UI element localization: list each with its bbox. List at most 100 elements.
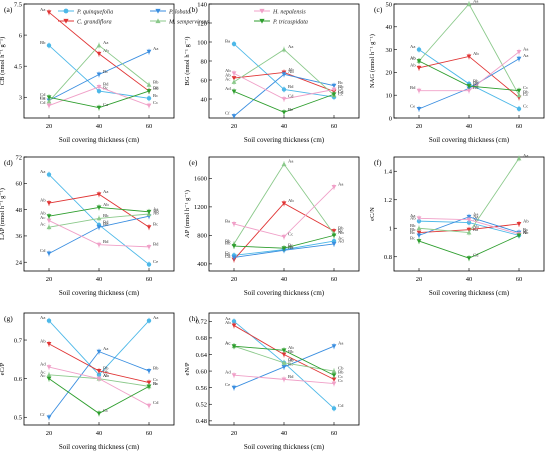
data-point (231, 385, 237, 391)
significance-label: Bb (153, 86, 159, 91)
x-axis-label: Soil covering thickness (cm) (244, 443, 325, 451)
x-tick-label: 60 (516, 123, 523, 130)
significance-label: Bd (288, 245, 294, 250)
significance-label: Bc (153, 381, 158, 386)
significance-label: Aa (410, 213, 415, 218)
significance-label: Bb (288, 357, 294, 362)
legend-marker (63, 8, 69, 14)
y-tick-label: 0.48 (196, 418, 207, 425)
data-series: Bd Bd Aa (410, 46, 528, 94)
y-tick-label: 48 (16, 207, 23, 214)
x-axis-label: Soil covering thickness (cm) (244, 136, 325, 144)
y-tick-label: 24 (16, 260, 23, 267)
significance-label: Ba (473, 227, 478, 232)
data-point (46, 251, 52, 256)
y-axis-label: LAP (nmol h⁻¹ g⁻¹) (0, 188, 6, 240)
data-point (231, 89, 237, 94)
y-tick-label: 0.68 (196, 335, 207, 342)
data-point (96, 88, 102, 94)
significance-label: Cd (225, 254, 231, 259)
x-tick-label: 60 (146, 276, 153, 283)
data-point (96, 369, 102, 374)
significance-label: Bb (225, 238, 231, 243)
data-point (96, 349, 102, 355)
x-tick-label: 20 (46, 430, 53, 437)
legend-item: P. quinquefolia (58, 9, 113, 16)
data-point (96, 205, 102, 210)
x-tick-label: 60 (516, 276, 523, 283)
y-axis-label: NAG (nmol h⁻¹ g⁻¹) (369, 34, 376, 88)
data-point (516, 106, 522, 112)
y-tick-label: 1600 (194, 176, 207, 183)
data-series: Aa Aa Bc (410, 213, 528, 237)
legend-marker (63, 18, 69, 24)
data-series: Cf Aa Bb (40, 346, 159, 421)
significance-label: Ab (410, 62, 416, 67)
y-tick-label: 0.8 (384, 254, 392, 261)
significance-label: Aa (40, 7, 45, 12)
x-tick-label: 20 (416, 123, 423, 130)
significance-label: Bb (410, 223, 416, 228)
significance-label: Aa (473, 0, 478, 4)
significance-label: Bd (103, 239, 109, 244)
significance-label: Aa (103, 189, 108, 194)
data-point (331, 373, 337, 378)
significance-label: Be (288, 107, 293, 112)
data-point (281, 365, 287, 370)
data-point (231, 373, 237, 378)
significance-label: Bc (153, 381, 158, 386)
significance-label: Bb (338, 370, 344, 375)
data-point (281, 110, 287, 115)
data-point (46, 341, 52, 347)
data-point (146, 209, 152, 215)
significance-label: Bc (288, 243, 293, 248)
significance-label: Bb (103, 213, 109, 218)
data-series: Ad Bd Cc (225, 370, 343, 387)
panel-letter: (d) (4, 158, 13, 167)
significance-label: Ab (410, 56, 416, 61)
significance-label: Cc (338, 92, 343, 97)
significance-label: Bc (523, 227, 528, 232)
data-series: Ad Ab Cd (40, 362, 159, 409)
significance-label: Ca (103, 102, 108, 107)
y-tick-label: 36 (16, 233, 23, 240)
data-point (281, 47, 287, 52)
significance-label: Bc (523, 228, 528, 233)
data-series: Cd Ca Bd (40, 86, 159, 111)
y-tick-label: 100 (197, 39, 207, 46)
y-tick-label: 40 (386, 24, 393, 31)
significance-label: Cd (338, 90, 344, 95)
data-series: Ac Aa Cd (225, 44, 344, 99)
chart-panel: (b) 40 60 80 100 120 140 20 40 60 Soil covering th… (184, 1, 360, 144)
significance-label: Bb (288, 357, 294, 362)
significance-label: Ac (338, 236, 343, 241)
data-point (466, 230, 472, 235)
data-point (46, 201, 52, 206)
significance-label: Aa (153, 206, 158, 211)
data-point (231, 255, 237, 260)
data-point (466, 84, 472, 89)
significance-label: Bb (338, 84, 344, 89)
significance-label: Ab (473, 224, 479, 229)
significance-label: Ad (40, 362, 46, 367)
data-point (231, 76, 237, 81)
y-tick-label: 400 (197, 261, 207, 268)
significance-label: Bb (288, 349, 294, 354)
y-tick-label: 50 (386, 1, 393, 8)
significance-label: Cc (338, 378, 343, 383)
significance-label: Bb (523, 90, 529, 95)
legend-marker (155, 18, 161, 24)
x-tick-label: 20 (231, 123, 238, 130)
significance-label: Ab (473, 51, 479, 56)
significance-label: Ab (410, 56, 416, 61)
significance-label: Aa (473, 211, 478, 216)
data-point (466, 1, 472, 6)
y-tick-label: 60 (16, 181, 23, 188)
data-point (231, 323, 237, 328)
significance-label: Ce (225, 382, 230, 387)
significance-label: Ab (103, 373, 109, 378)
y-tick-label: 3 (19, 95, 22, 102)
data-point (281, 161, 287, 167)
